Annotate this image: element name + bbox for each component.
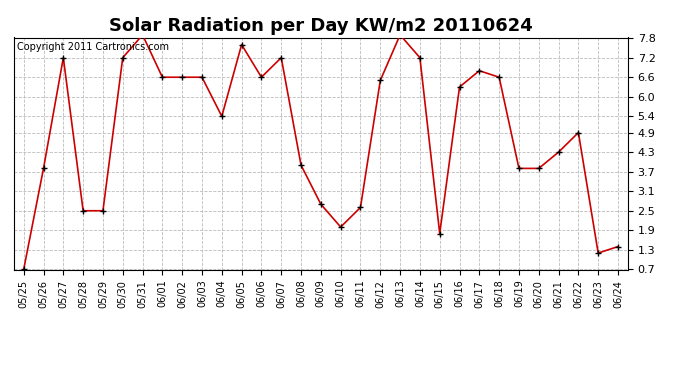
Text: Copyright 2011 Cartronics.com: Copyright 2011 Cartronics.com — [17, 42, 169, 52]
Title: Solar Radiation per Day KW/m2 20110624: Solar Radiation per Day KW/m2 20110624 — [109, 16, 533, 34]
